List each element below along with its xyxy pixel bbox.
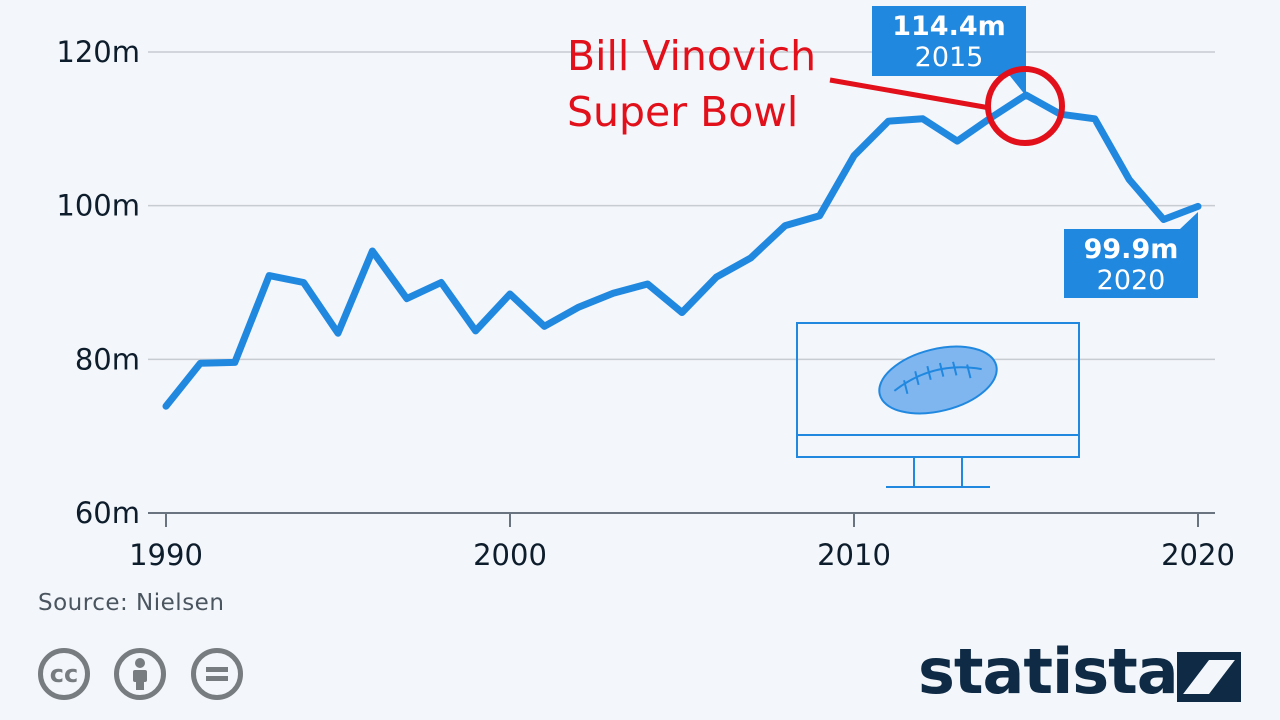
person-glyph	[133, 658, 147, 690]
x-tick-label: 2010	[817, 538, 891, 572]
y-tick-label: 80m	[75, 342, 140, 376]
peak-callout-year: 2015	[915, 42, 984, 73]
cc-icon[interactable]: cc	[38, 648, 90, 700]
annotation-pointer	[829, 66, 1065, 146]
cc-icon-text: cc	[49, 660, 79, 688]
annotation-line-2: Super Bowl	[567, 88, 799, 136]
statista-wordmark: statista	[918, 635, 1179, 708]
gridlines	[148, 51, 1215, 514]
y-axis-ticks: 60m 80m 100m 120m	[56, 35, 140, 530]
tv-football-icon	[796, 322, 1080, 488]
x-axis-ticks: 1990 2000 2010 2020	[129, 513, 1235, 572]
annotation-line-1: Bill Vinovich	[567, 32, 817, 80]
peak-callout: 114.4m 2015	[872, 6, 1026, 96]
y-tick-label: 60m	[75, 496, 140, 530]
equals-glyph	[206, 667, 228, 681]
annotation-text: Bill Vinovich Super Bowl	[567, 28, 816, 140]
x-tick-label: 2000	[473, 538, 547, 572]
y-tick-label: 100m	[56, 189, 140, 223]
source-note: Source: Nielsen	[38, 590, 225, 616]
statista-logo[interactable]: statista	[918, 635, 1179, 708]
no-derivatives-icon[interactable]	[191, 648, 243, 700]
last-callout-year: 2020	[1097, 265, 1166, 296]
x-tick-label: 2020	[1161, 538, 1235, 572]
x-tick-label: 1990	[129, 538, 203, 572]
statista-flag-icon	[1177, 652, 1241, 702]
last-callout: 99.9m 2020	[1064, 212, 1198, 298]
last-callout-value: 99.9m	[1084, 234, 1179, 265]
y-tick-label: 120m	[56, 35, 140, 69]
peak-callout-value: 114.4m	[892, 11, 1006, 42]
attribution-icon[interactable]	[114, 648, 166, 700]
